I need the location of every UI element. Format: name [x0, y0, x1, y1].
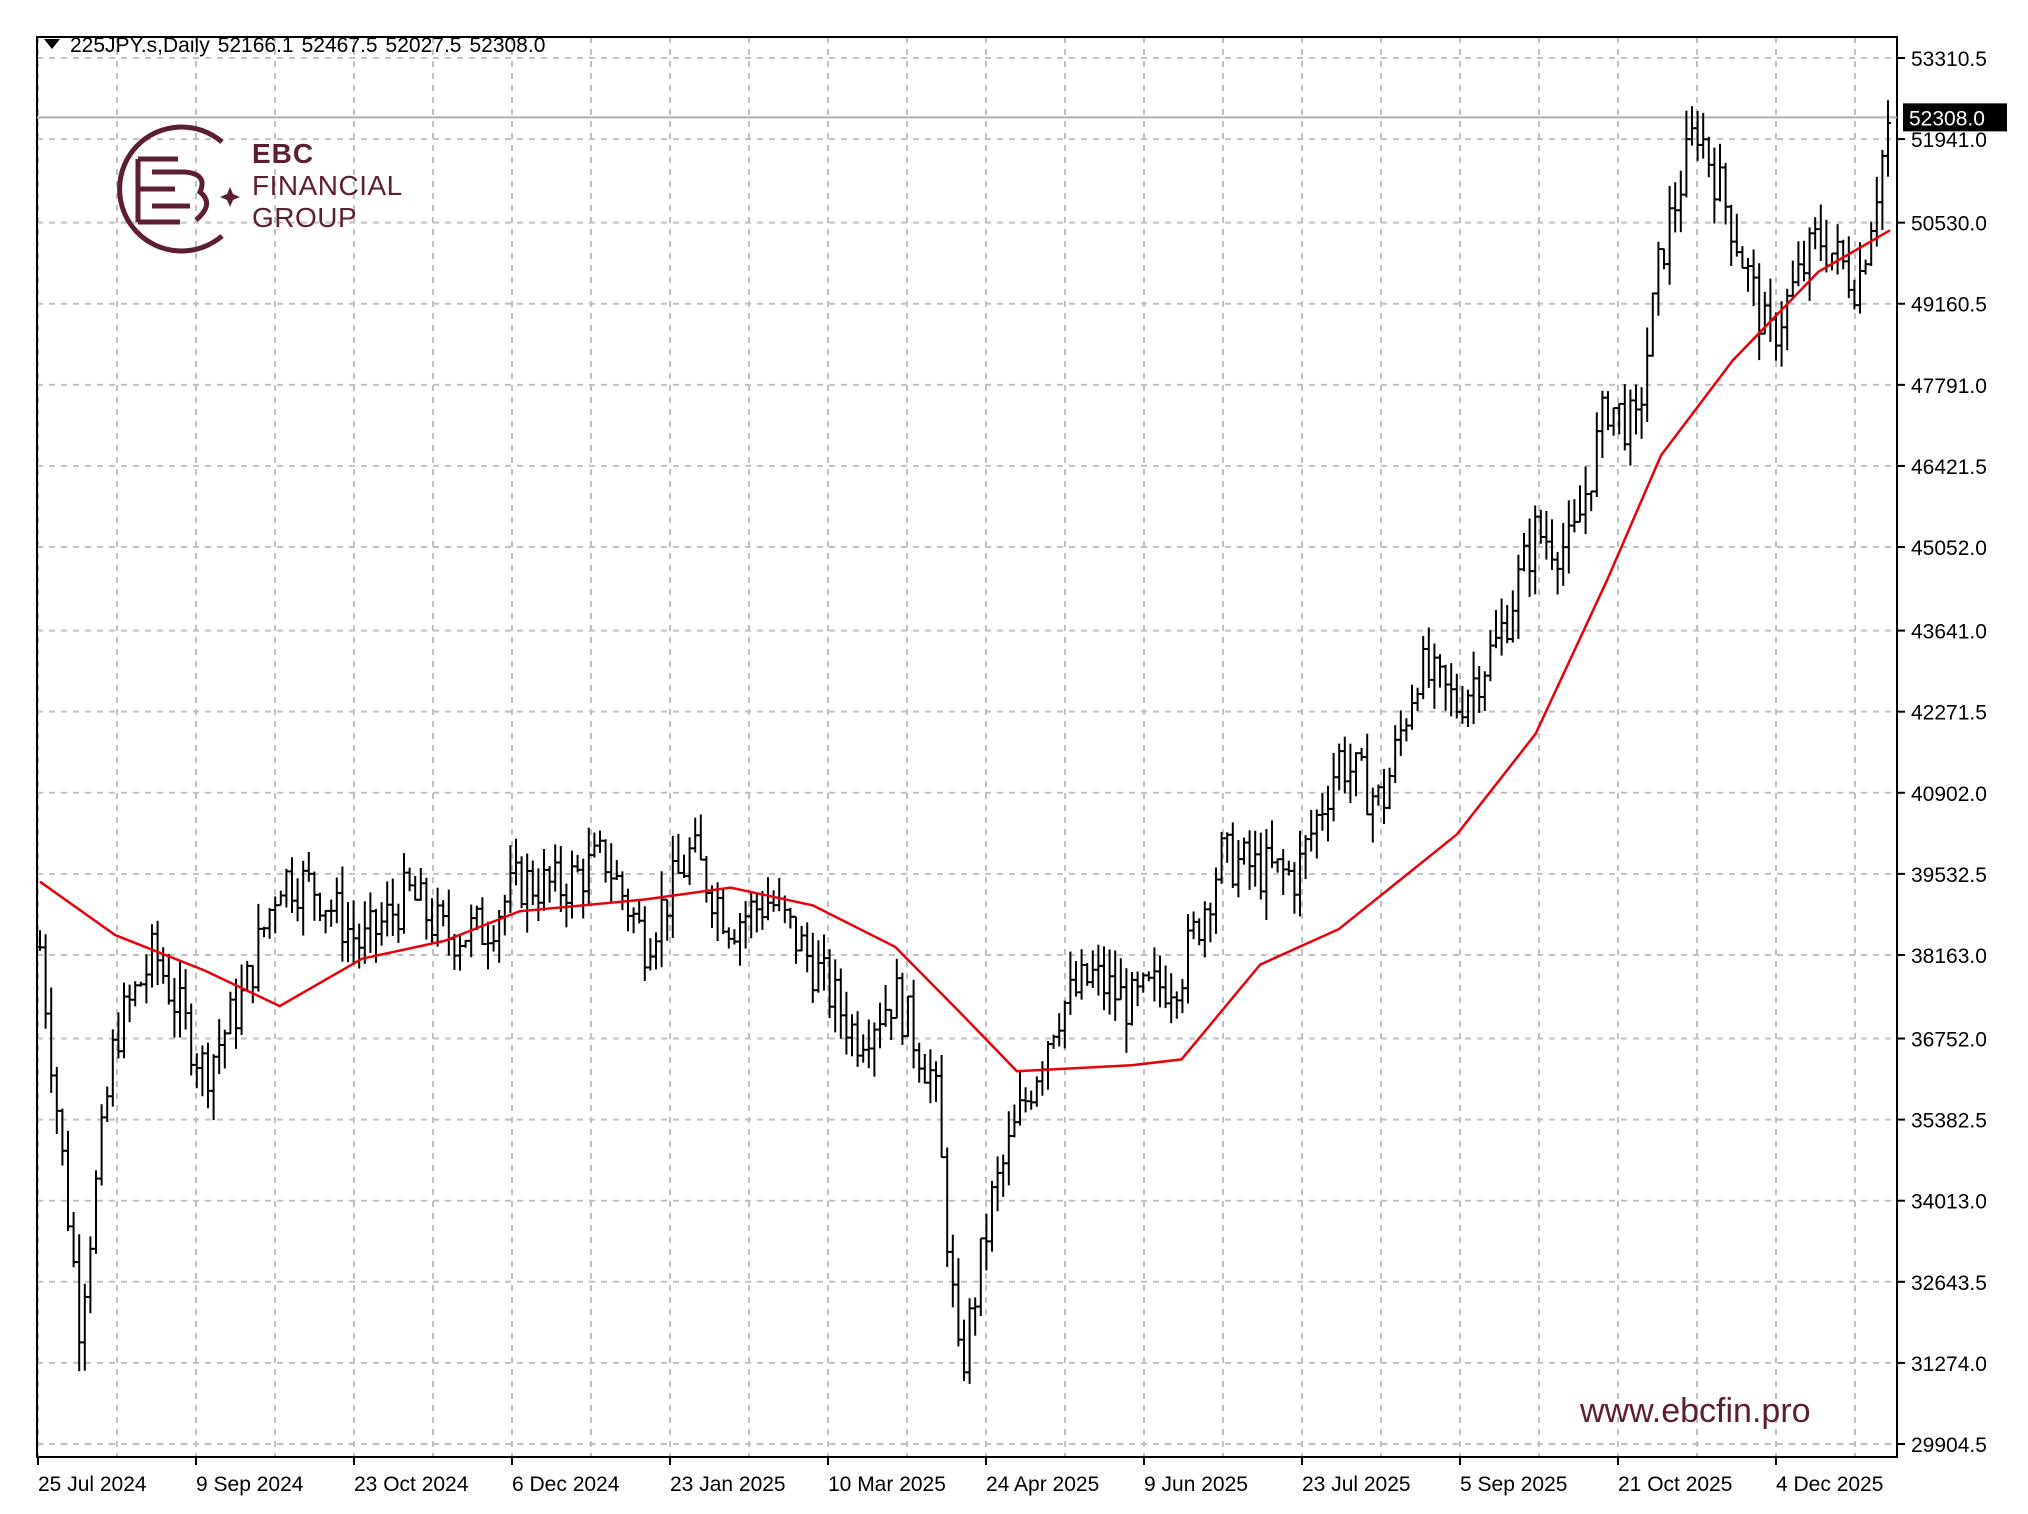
y-tick-label: 50530.0 [1911, 213, 1987, 236]
y-tick-label: 46421.5 [1911, 456, 1987, 479]
y-tick-label: 36752.0 [1911, 1029, 1987, 1052]
y-tick-label: 45052.0 [1911, 537, 1987, 560]
axis-layer [36, 36, 1905, 1465]
x-tick-label: 23 Jul 2025 [1302, 1473, 1411, 1496]
current-price-label: 52308.0 [1909, 107, 1985, 130]
x-tick-label: 23 Jan 2025 [670, 1473, 786, 1496]
ohlc-bars [37, 100, 1891, 1384]
x-tick-label: 9 Sep 2024 [196, 1473, 304, 1496]
y-tick-label: 31274.0 [1911, 1353, 1987, 1376]
brand-line-2: FINANCIAL [252, 170, 403, 201]
x-tick-label: 5 Sep 2025 [1460, 1473, 1567, 1496]
x-tick-label: 24 Apr 2025 [986, 1473, 1099, 1496]
symbol-label: 225JPY.s,Daily [70, 34, 210, 57]
y-tick-label: 53310.5 [1911, 48, 1987, 71]
moving-average-layer [39, 229, 1891, 1073]
close-value: 52308.0 [469, 34, 546, 57]
chart-header: 225JPY.s,Daily 52166.1 52467.5 52027.5 52308… [44, 34, 553, 58]
y-tick-label: 42271.5 [1911, 702, 1987, 725]
x-tick-label: 21 Oct 2025 [1618, 1473, 1732, 1496]
x-tick-label: 9 Jun 2025 [1144, 1473, 1248, 1496]
x-tick-label: 4 Dec 2025 [1776, 1473, 1883, 1496]
x-tick-label: 25 Jul 2024 [38, 1473, 147, 1496]
axis-labels: 53310.5 51941.0 50530.0 49160.5 47791.0 46421… [38, 48, 2007, 1496]
brand-line-1: EBC [252, 138, 315, 169]
dropdown-triangle-icon[interactable] [44, 39, 60, 50]
x-tick-label: 23 Oct 2024 [354, 1473, 469, 1496]
y-tick-label: 35382.5 [1911, 1110, 1987, 1133]
y-tick-label: 49160.5 [1911, 294, 1987, 317]
y-tick-label: 40902.0 [1911, 783, 1987, 806]
open-value: 52166.1 [217, 34, 294, 57]
ebc-logo-icon [117, 124, 240, 254]
website-link[interactable]: www.ebcfin.pro [1580, 1392, 1811, 1430]
y-tick-label: 43641.0 [1911, 621, 1987, 644]
x-tick-label: 10 Mar 2025 [828, 1473, 946, 1496]
moving-average-line [39, 229, 1891, 1073]
y-tick-label: 29904.5 [1911, 1434, 1987, 1457]
y-tick-label: 38163.0 [1911, 945, 1987, 968]
y-tick-label: 39532.5 [1911, 864, 1987, 887]
y-tick-label: 32643.5 [1911, 1272, 1987, 1295]
y-tick-label: 47791.0 [1911, 375, 1987, 398]
y-tick-label: 51941.0 [1911, 129, 1987, 152]
low-value: 52027.5 [385, 34, 462, 57]
y-tick-label: 34013.0 [1911, 1191, 1987, 1214]
current-price-tag [1903, 103, 2007, 132]
grid-layer [37, 37, 1897, 1457]
high-value: 52467.5 [301, 34, 378, 57]
brand-name: EBC FINANCIAL GROUP [252, 138, 403, 234]
x-tick-label: 6 Dec 2024 [512, 1473, 620, 1496]
plot-frame [36, 36, 1898, 1458]
brand-line-3: GROUP [252, 202, 358, 233]
